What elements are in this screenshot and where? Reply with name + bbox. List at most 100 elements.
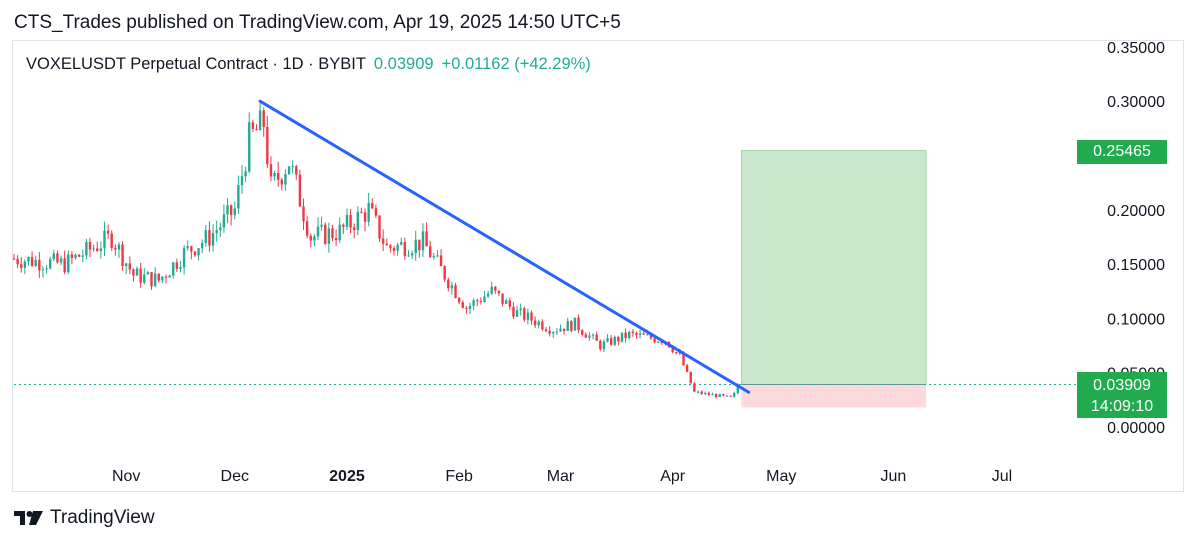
candle-body [396,244,399,251]
candle-body [146,272,150,275]
candle-body [334,238,338,241]
candle-body [479,301,483,303]
y-tick-label: 0.00000 [1107,420,1165,437]
candle-body [541,321,544,330]
candle-body [77,254,81,257]
candle-body [367,203,370,222]
y-tick-label: 0.35000 [1107,40,1165,57]
candle-body [153,273,157,287]
candle-body [523,308,526,320]
candle-body [642,333,645,335]
candle-body [443,266,446,280]
candle-body [280,179,284,185]
candle-body [656,341,660,343]
candle-body [613,337,616,345]
candle-body [418,239,421,251]
candle-body [497,290,501,294]
candle-body [27,257,30,262]
candle-body [638,333,642,336]
candle-body [628,331,631,339]
candle-body [139,268,142,283]
candle-body [215,230,218,234]
candle-body [722,394,725,396]
candle-body [548,330,551,334]
candle-body [573,317,577,331]
brand-footer[interactable]: TradingView [14,507,155,529]
candle-body [56,253,59,263]
chart-frame [12,40,1184,492]
trendline-layer [258,99,751,394]
candle-body [682,353,685,366]
candle-body [588,335,591,338]
symbol-legend: VOXELUSDT Perpetual Contract · 1D · BYBI… [26,55,591,74]
candle-body [465,307,468,309]
x-tick-label: Mar [547,468,575,485]
candle-body [693,383,696,392]
candle-body [704,392,707,394]
candle-body [320,224,323,227]
candle-body [226,205,229,215]
candle-body [175,262,179,269]
candle-body [313,236,316,241]
y-tick-label: 0.20000 [1107,203,1165,220]
candle-body [635,332,638,336]
candle-body [400,242,403,245]
descending-trendline[interactable] [258,99,751,394]
candle-body [624,332,627,339]
last-price-badge: 0.03909 14:09:10 [1077,372,1167,418]
candle-body [240,176,244,186]
candle-body [374,208,378,216]
candle-body [266,126,269,165]
candles-layer [12,102,740,399]
loss-zone[interactable] [741,384,926,408]
candle-body [161,276,164,281]
candle-body [114,247,117,250]
time-axis: Nov Dec 2025 Feb Mar Apr May Jun Jul [112,468,1012,485]
candle-body [345,214,349,227]
y-tick-label: 0.30000 [1107,94,1165,111]
last-price-value: 0.03909 [1093,377,1151,394]
candle-body [45,268,48,270]
candle-body [439,255,443,267]
candle-body [342,224,345,227]
candle-body [457,297,461,303]
profit-zone[interactable] [740,149,927,386]
candle-body [295,166,298,175]
candle-body [41,269,45,271]
candle-body [371,203,374,209]
candle-body [248,122,251,172]
candle-body [331,228,334,239]
candle-body [38,259,41,271]
candle-body [577,317,580,331]
candle-body [110,233,113,248]
legend-symbol: VOXELUSDT Perpetual Contract · 1D · BYBI… [26,55,366,73]
candle-body [121,244,124,267]
candle-body [428,246,432,258]
candle-body [501,293,504,304]
candle-body [696,391,700,393]
candle-body [436,255,439,257]
candle-body [16,258,19,265]
candle-body [360,211,363,213]
candle-body [52,253,56,260]
candle-body [544,329,548,331]
take-profit-badge: 0.25465 [1077,140,1167,164]
candle-body [653,338,656,343]
candle-body [63,258,66,273]
candle-body [486,293,490,297]
candle-body [273,172,276,177]
candle-body [407,255,410,257]
candle-body [96,248,99,252]
x-tick-label: Dec [221,468,249,485]
candle-body [251,122,255,129]
candle-body [30,257,34,266]
candle-body [447,279,450,289]
candle-body [562,328,566,331]
brand-name: TradingView [50,507,155,528]
candle-body [468,305,472,309]
candle-body [229,205,233,216]
candle-body [483,296,486,303]
x-tick-label: Nov [112,468,140,485]
candle-body [606,338,609,342]
